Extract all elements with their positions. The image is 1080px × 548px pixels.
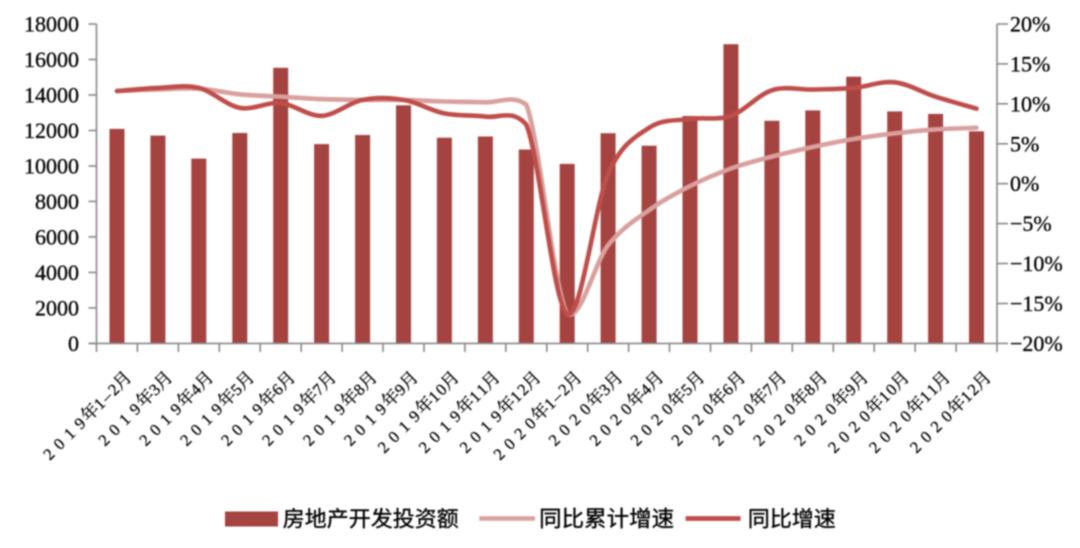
svg-text:14000: 14000 xyxy=(24,83,79,108)
svg-text:8000: 8000 xyxy=(35,189,79,214)
svg-text:10%: 10% xyxy=(1010,91,1050,116)
svg-text:12000: 12000 xyxy=(24,118,79,143)
svg-text:16000: 16000 xyxy=(24,47,79,72)
svg-text:10000: 10000 xyxy=(24,154,79,179)
svg-text:2000: 2000 xyxy=(35,295,79,320)
svg-text:−10%: −10% xyxy=(1010,251,1063,276)
svg-text:5%: 5% xyxy=(1010,131,1039,156)
svg-text:20%: 20% xyxy=(1010,12,1050,37)
svg-text:−5%: −5% xyxy=(1010,211,1052,236)
svg-text:15%: 15% xyxy=(1010,51,1050,76)
svg-text:0%: 0% xyxy=(1010,171,1039,196)
svg-text:−15%: −15% xyxy=(1010,291,1063,316)
svg-text:6000: 6000 xyxy=(35,224,79,249)
svg-text:4000: 4000 xyxy=(35,260,79,285)
svg-text:0: 0 xyxy=(68,331,79,356)
svg-text:−20%: −20% xyxy=(1010,331,1063,356)
svg-text:18000: 18000 xyxy=(24,12,79,37)
